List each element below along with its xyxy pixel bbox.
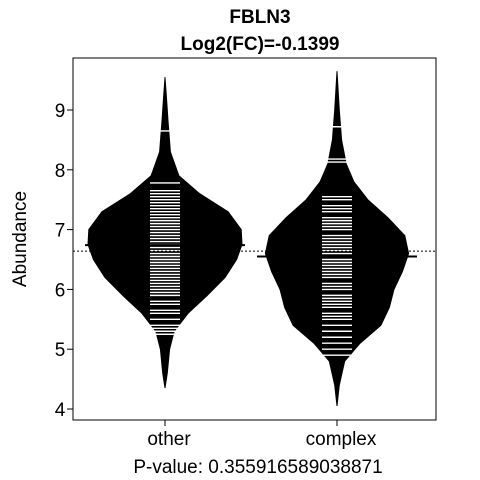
x-tick-label-complex: complex [306,429,377,450]
y-tick-label: 6 [55,280,66,301]
bean-group [85,71,417,407]
chart-title: FBLN3 [229,7,290,28]
x-axis: other complex [147,420,377,450]
y-tick-label: 5 [55,340,66,361]
y-tick-label: 4 [55,400,66,421]
chart-subtitle: Log2(FC)=-0.1399 [181,34,340,55]
y-tick-label: 9 [55,101,66,122]
y-axis-label: Abundance [10,191,31,287]
y-axis: 4 5 6 7 8 9 [55,101,74,421]
y-tick-label: 8 [55,161,66,182]
x-tick-label-other: other [147,429,191,450]
y-tick-label: 7 [55,221,66,242]
x-axis-label: P-value: 0.355916589038871 [133,457,382,478]
